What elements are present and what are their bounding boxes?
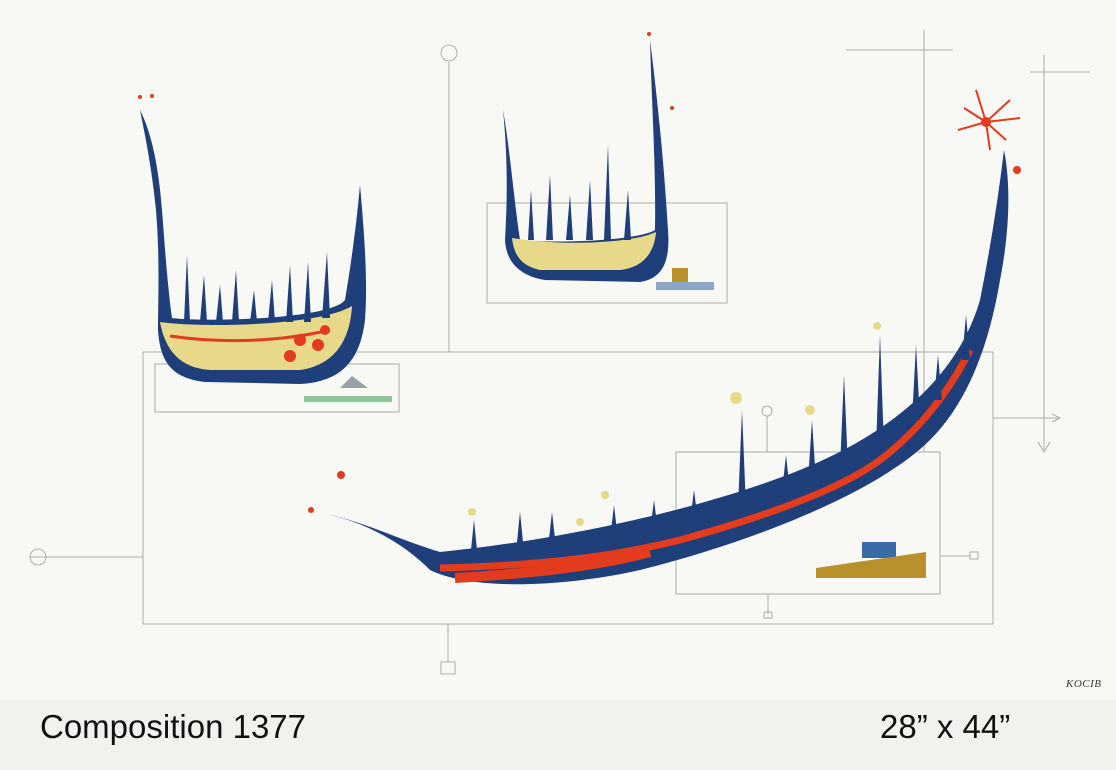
composition-drawing [29,30,1090,675]
artwork-title: Composition 1377 [40,708,306,745]
caption-bar [0,700,1116,770]
top-basket-figure [503,32,714,290]
grey-triangle [340,376,368,388]
artwork-image: KOCIB [29,30,1102,690]
gold-patch [816,552,926,578]
green-strip [304,396,392,402]
boat-figure [308,89,1021,585]
construction-lines [29,30,1090,675]
artist-signature: KOCIB [1066,678,1102,690]
left-basket-figure [138,94,367,384]
blue-patch [862,542,896,558]
artwork-dimensions: 28” x 44” [880,708,1011,745]
